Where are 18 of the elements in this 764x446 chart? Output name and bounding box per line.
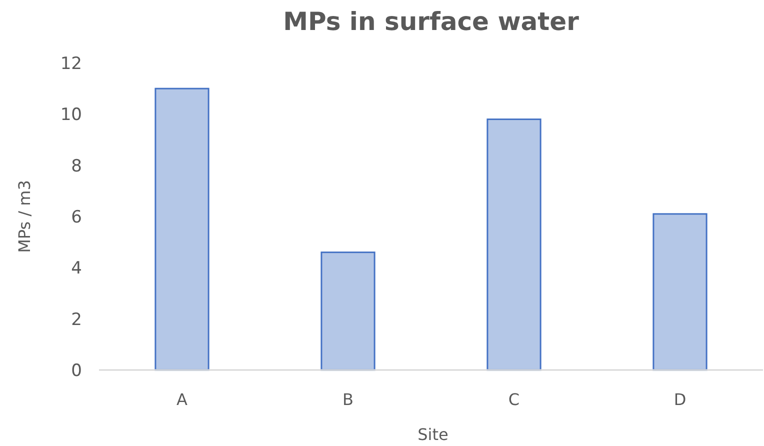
x-tick-label: A (176, 390, 188, 409)
x-tick-label: B (342, 390, 354, 409)
x-axis-title: Site (418, 425, 448, 444)
bar (320, 252, 376, 371)
y-tick-label: 10 (60, 105, 82, 126)
y-axis-title: MPs / m3 (15, 180, 34, 253)
x-tick-label: C (508, 390, 520, 409)
y-tick-label: 12 (60, 54, 82, 74)
x-tick-label: D (674, 390, 686, 409)
y-tick-label: 0 (71, 360, 82, 381)
y-tick-label: 6 (71, 207, 82, 228)
bar (486, 118, 542, 371)
y-tick-label: 8 (71, 156, 82, 176)
bar (154, 88, 210, 371)
bar (652, 213, 708, 371)
y-tick-label: 4 (71, 258, 82, 279)
y-tick-label: 2 (71, 310, 82, 330)
chart-title: MPs in surface water (283, 7, 580, 36)
